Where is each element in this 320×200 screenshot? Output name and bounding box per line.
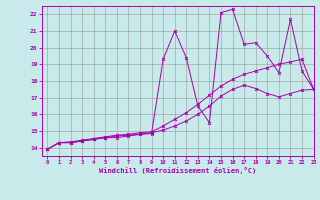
X-axis label: Windchill (Refroidissement éolien,°C): Windchill (Refroidissement éolien,°C) — [99, 167, 256, 174]
